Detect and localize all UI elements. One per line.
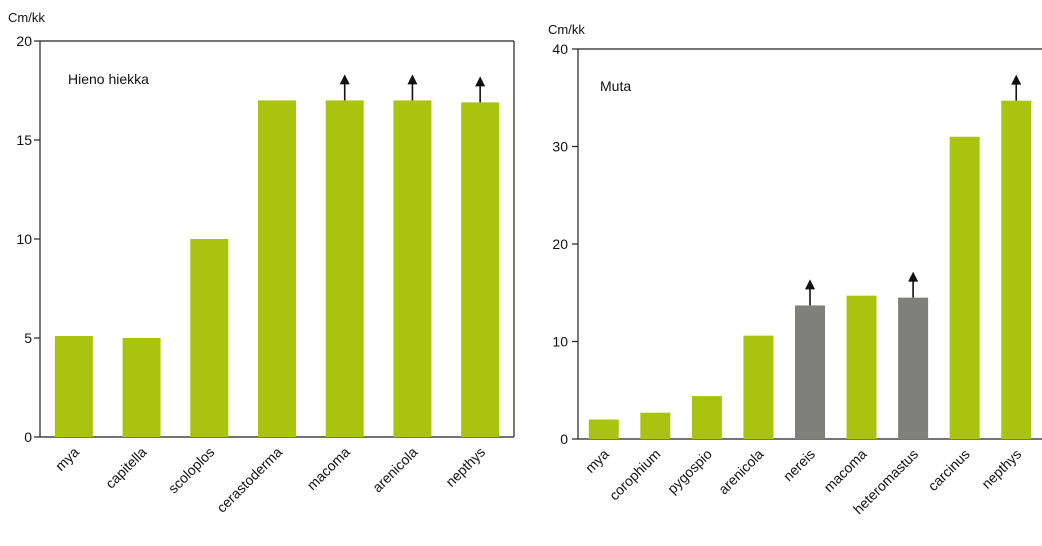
arrow-up-icon [475, 76, 486, 87]
bar-capitella [122, 338, 161, 437]
y-axis-label: Cm/kk [548, 22, 585, 37]
panel-annotation: Hieno hiekka [68, 71, 149, 87]
bar-scoloplos [190, 239, 229, 437]
category-label: corophium [606, 446, 664, 504]
bar-pygospio [691, 396, 722, 439]
bar-nepthys [1001, 100, 1032, 440]
bar-arenicola [743, 335, 774, 439]
y-tick-label: 10 [16, 231, 32, 247]
bar-mya [54, 336, 93, 437]
y-axis-label: Cm/kk [8, 10, 45, 25]
y-tick-label: 30 [552, 139, 568, 155]
bar-macoma [325, 100, 364, 438]
arrow-up-icon [908, 271, 919, 282]
y-tick-label: 40 [552, 41, 568, 57]
y-tick-label: 20 [16, 33, 32, 49]
panel-annotation: Muta [600, 78, 631, 94]
y-tick-label: 0 [24, 429, 32, 445]
bar-mya [588, 419, 619, 439]
arrow-up-icon [339, 74, 350, 85]
category-label: nepthys [442, 444, 488, 490]
category-label: arenicola [369, 444, 421, 496]
bar-nereis [795, 305, 825, 439]
bar-arenicola [393, 100, 432, 438]
category-label: pygospio [664, 446, 715, 497]
category-label: mya [52, 444, 82, 474]
category-label: mya [582, 446, 612, 476]
y-tick-label: 15 [16, 132, 32, 148]
y-tick-label: 5 [24, 330, 32, 346]
y-tick-label: 0 [560, 431, 568, 447]
bar-cerastoderma [258, 100, 296, 438]
category-label: macoma [820, 446, 869, 495]
category-label: cerastoderma [213, 444, 285, 516]
chart-panel-1: Cm/kk 0 5 10 15 20 Hieno hiekka mya capitella sco… [8, 10, 515, 516]
category-label: nepthys [978, 446, 1024, 492]
bar-macoma [846, 295, 877, 439]
y-tick-label: 20 [552, 236, 568, 252]
category-label: scoloplos [165, 444, 218, 497]
arrow-up-icon [805, 279, 815, 290]
y-tick-label: 10 [552, 334, 568, 350]
category-label: carcinus [925, 446, 973, 494]
bar-nepthys [461, 102, 500, 437]
bar-carcinus [949, 136, 980, 439]
category-label: capitella [102, 444, 150, 492]
category-label: arenicola [715, 446, 767, 498]
category-label: macoma [304, 444, 353, 493]
arrow-up-icon [1011, 74, 1022, 85]
category-label: nereis [780, 446, 818, 484]
bar-corophium [640, 412, 671, 439]
bar-heteromastus [898, 297, 929, 439]
arrow-up-icon [407, 74, 418, 85]
